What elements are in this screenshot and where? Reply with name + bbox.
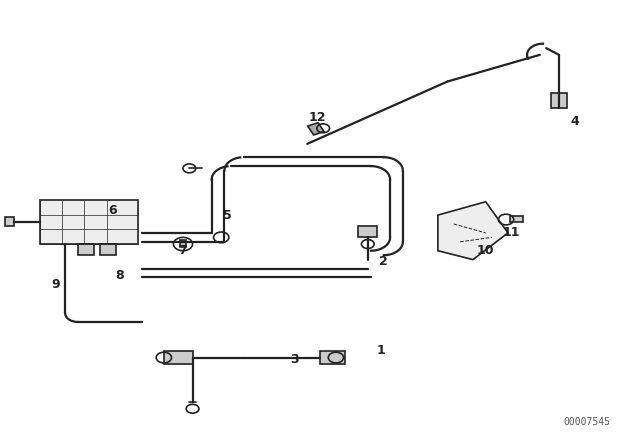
Bar (320, 351, 346, 364)
Bar (358, 226, 378, 237)
Text: 1: 1 (376, 345, 385, 358)
Bar (164, 351, 193, 364)
Polygon shape (438, 202, 508, 260)
Text: 5: 5 (223, 209, 232, 222)
Text: 6: 6 (109, 204, 117, 217)
Text: 7: 7 (179, 244, 188, 257)
Bar (180, 241, 186, 247)
Text: 3: 3 (290, 353, 299, 366)
Bar (510, 216, 523, 222)
Bar (550, 93, 566, 108)
Bar (78, 244, 94, 255)
Text: 2: 2 (380, 255, 388, 268)
Bar (100, 244, 116, 255)
Bar (308, 123, 324, 135)
Text: 4: 4 (570, 115, 579, 128)
Text: 11: 11 (502, 226, 520, 239)
Text: 10: 10 (477, 244, 495, 257)
Text: 9: 9 (51, 278, 60, 291)
Text: 12: 12 (308, 111, 326, 124)
Text: 00007545: 00007545 (563, 417, 610, 426)
Text: 8: 8 (115, 269, 124, 282)
Bar (40, 199, 138, 244)
Bar (4, 217, 14, 226)
